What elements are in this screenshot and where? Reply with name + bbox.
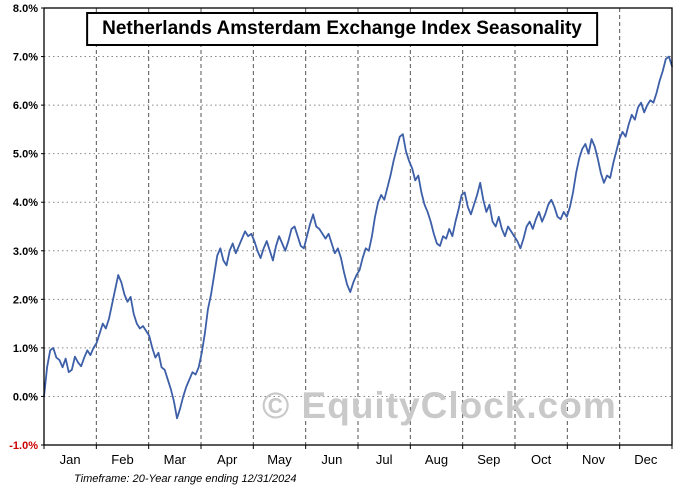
x-month-label: Sep <box>477 452 500 467</box>
y-tick-label: 5.0% <box>13 149 38 161</box>
y-tick-label: 8.0% <box>13 3 38 15</box>
x-month-label: Jul <box>376 452 393 467</box>
y-tick-label: 7.0% <box>13 52 38 64</box>
seasonality-line <box>43 55 673 420</box>
chart-title: Netherlands Amsterdam Exchange Index Sea… <box>86 12 598 46</box>
y-tick-label: 2.0% <box>13 294 38 306</box>
x-month-label: Jan <box>60 452 81 467</box>
x-month-label: Apr <box>217 452 238 467</box>
timeframe-note: Timeframe: 20-Year range ending 12/31/20… <box>74 473 297 485</box>
y-tick-label: 4.0% <box>13 197 38 209</box>
x-month-label: Aug <box>425 452 448 467</box>
equityclock-watermark: © EquityClock.com <box>262 385 617 426</box>
x-month-label: Nov <box>582 452 606 467</box>
y-tick-label: 0.0% <box>13 391 38 403</box>
y-tick-label: -1.0% <box>9 440 38 452</box>
x-month-label: Jun <box>321 452 342 467</box>
x-month-label: May <box>267 452 292 467</box>
x-month-label: Mar <box>164 452 187 467</box>
y-tick-label: 1.0% <box>13 343 38 355</box>
x-month-label: Oct <box>531 452 552 467</box>
y-tick-label: 3.0% <box>13 246 38 258</box>
x-month-label: Dec <box>634 452 658 467</box>
x-month-label: Feb <box>111 452 133 467</box>
y-tick-label: 6.0% <box>13 100 38 112</box>
plot-border <box>43 7 673 446</box>
